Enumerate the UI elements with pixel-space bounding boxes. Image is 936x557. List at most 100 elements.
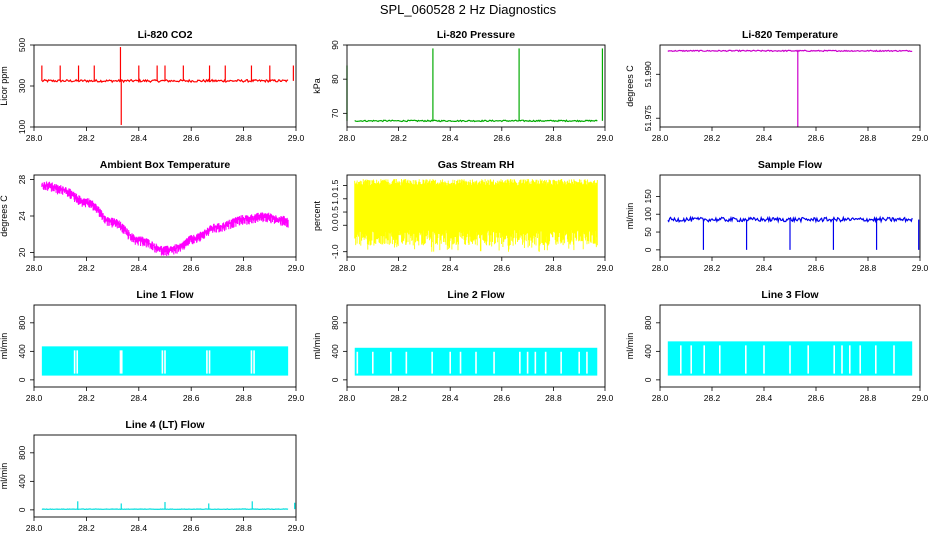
x-tick-label: 28.2 <box>704 133 721 143</box>
x-tick-label: 28.8 <box>545 133 562 143</box>
chart-title: Li-820 CO2 <box>138 29 193 41</box>
chart-title: Li-820 Temperature <box>742 29 838 41</box>
y-tick-label: 0 <box>17 377 27 382</box>
x-tick-label: 28.8 <box>235 523 252 533</box>
chart-title: Ambient Box Temperature <box>100 159 231 171</box>
figure: SPL_060528 2 Hz Diagnostics Li-820 CO2 Li… <box>0 2 929 533</box>
y-tick-label: 90 <box>330 40 340 50</box>
x-tick-label: 28.2 <box>78 393 95 403</box>
rh-trace <box>354 179 598 252</box>
y-tick-label: 0 <box>643 247 653 252</box>
y-tick-label: 400 <box>330 344 340 358</box>
x-tick-label: 28.4 <box>131 263 148 273</box>
y-tick-label: 28 <box>17 175 27 185</box>
chart-sample: Sample Flow ml/min 28.0 28.2 28.4 28.6 28.8 29.… <box>625 159 929 273</box>
x-tick-label: 28.6 <box>183 393 200 403</box>
x-tick-label: 28.8 <box>545 393 562 403</box>
y-tick-label: 800 <box>643 315 653 329</box>
x-tick-label: 28.4 <box>756 133 773 143</box>
chart-temp820: Li-820 Temperature degrees C 28.0 28.2 28.4 2… <box>625 29 929 143</box>
chart-title: Line 4 (LT) Flow <box>125 419 205 431</box>
x-tick-label: 28.0 <box>26 263 43 273</box>
chart-line1: Line 1 Flow ml/min 28.0 28.2 28.4 28.6 28.8 29.… <box>0 289 305 403</box>
plot-frame <box>346 304 606 388</box>
x-tick-label: 28.2 <box>704 263 721 273</box>
x-tick-label: 28.2 <box>390 393 407 403</box>
baseline-trace <box>354 119 598 123</box>
x-tick-label: 29.0 <box>912 263 929 273</box>
y-tick-label: 20 <box>17 247 27 257</box>
x-tick-label: 28.0 <box>339 263 356 273</box>
series-sample <box>667 215 920 250</box>
x-tick-label: 28.4 <box>131 523 148 533</box>
x-tick-label: 28.6 <box>808 133 825 143</box>
x-tick-label: 28.2 <box>78 263 95 273</box>
baseline-trace <box>667 49 913 53</box>
x-tick-label: 28.2 <box>390 263 407 273</box>
x-tick-label: 28.6 <box>183 523 200 533</box>
temperature-trace <box>41 181 289 256</box>
y-axis-label: ml/min <box>625 333 635 360</box>
plot-frame <box>33 434 297 518</box>
y-tick-label: 1.0 <box>330 193 340 205</box>
x-tick-label: 28.6 <box>183 133 200 143</box>
x-tick-label: 29.0 <box>288 263 305 273</box>
x-tick-label: 28.8 <box>860 263 877 273</box>
y-tick-label: 800 <box>17 445 27 459</box>
x-tick-label: 28.4 <box>131 133 148 143</box>
x-tick-label: 28.4 <box>442 133 459 143</box>
x-tick-label: 28.8 <box>235 133 252 143</box>
x-tick-label: 28.0 <box>652 263 669 273</box>
x-tick-label: 28.0 <box>26 523 43 533</box>
y-tick-label: 51.975 <box>643 105 653 131</box>
y-tick-label: 100 <box>17 120 27 134</box>
y-tick-label: 800 <box>330 315 340 329</box>
x-tick-label: 28.8 <box>860 133 877 143</box>
baseline-trace <box>667 215 913 224</box>
x-tick-label: 28.8 <box>235 393 252 403</box>
x-tick-label: 28.2 <box>704 393 721 403</box>
y-axis-label: kPa <box>312 78 322 94</box>
x-tick-label: 29.0 <box>288 523 305 533</box>
x-tick-label: 28.0 <box>652 393 669 403</box>
plot-frame <box>33 44 297 128</box>
x-tick-label: 28.2 <box>78 133 95 143</box>
x-tick-label: 28.2 <box>390 133 407 143</box>
y-tick-label: 24 <box>17 211 27 221</box>
x-tick-label: 28.6 <box>494 263 511 273</box>
chart-title: Gas Stream RH <box>438 159 514 171</box>
plot-frame <box>346 44 606 128</box>
y-axis-label: Licor ppm <box>0 66 9 106</box>
x-tick-label: 28.4 <box>131 393 148 403</box>
y-tick-label: 51.990 <box>643 61 653 87</box>
x-tick-label: 28.6 <box>183 263 200 273</box>
y-axis-label: ml/min <box>625 203 635 230</box>
y-tick-label: 0.5 <box>330 206 340 218</box>
y-axis-label: degrees C <box>625 65 635 107</box>
x-tick-label: 29.0 <box>288 133 305 143</box>
x-tick-label: 28.4 <box>442 263 459 273</box>
chart-rh: Gas Stream RH percent 28.0 28.2 28.4 28.6 28.8… <box>312 159 614 273</box>
plot-frame <box>659 174 921 258</box>
page-title: SPL_060528 2 Hz Diagnostics <box>379 2 557 17</box>
y-axis-label: percent <box>312 200 322 231</box>
x-tick-label: 28.0 <box>339 393 356 403</box>
x-tick-label: 29.0 <box>597 263 614 273</box>
x-tick-label: 28.6 <box>494 393 511 403</box>
plot-frame <box>33 174 297 258</box>
y-tick-label: 80 <box>330 74 340 84</box>
y-tick-label: 0 <box>643 377 653 382</box>
y-axis-label: ml/min <box>0 333 9 360</box>
y-tick-label: 0.0 <box>330 219 340 231</box>
series-co2 <box>41 47 294 125</box>
chart-co2: Li-820 CO2 Licor ppm 28.0 28.2 28.4 28.6 28.8 2… <box>0 29 305 143</box>
y-axis-label: ml/min <box>0 463 9 490</box>
x-tick-label: 29.0 <box>288 393 305 403</box>
chart-line2: Line 2 Flow ml/min 28.0 28.2 28.4 28.6 28.8 29.… <box>312 289 614 403</box>
chart-line4: Line 4 (LT) Flow ml/min 28.0 28.2 28.4 28.6 28… <box>0 419 305 533</box>
series-ambient <box>41 181 289 256</box>
y-tick-label: 800 <box>17 315 27 329</box>
y-tick-label: -1.0 <box>330 244 340 259</box>
y-tick-label: 0 <box>17 507 27 512</box>
x-tick-label: 28.4 <box>756 263 773 273</box>
